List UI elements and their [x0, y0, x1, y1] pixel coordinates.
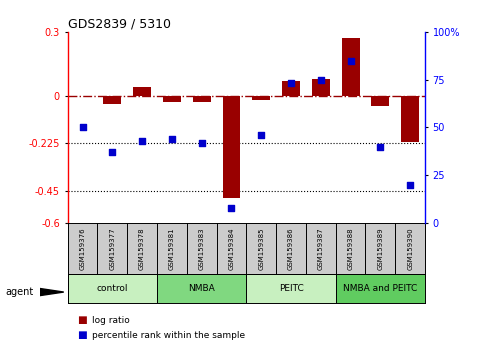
Text: GSM159389: GSM159389 — [377, 227, 384, 270]
Text: log ratio: log ratio — [92, 316, 129, 325]
Bar — [68, 274, 157, 303]
Text: GSM159390: GSM159390 — [407, 227, 413, 270]
Text: control: control — [97, 284, 128, 293]
Text: percentile rank within the sample: percentile rank within the sample — [92, 331, 245, 340]
Text: GSM159388: GSM159388 — [348, 227, 354, 270]
Bar — [252, 96, 270, 100]
Bar — [223, 96, 241, 198]
Point — [138, 138, 146, 144]
Bar — [336, 274, 425, 303]
Bar — [371, 96, 389, 106]
Bar — [246, 274, 336, 303]
Bar — [133, 87, 151, 96]
Point — [198, 140, 206, 145]
Point — [347, 58, 355, 63]
Point — [287, 81, 295, 86]
Text: GSM159384: GSM159384 — [228, 227, 234, 270]
Bar — [157, 274, 246, 303]
Bar — [401, 96, 419, 142]
Bar — [193, 96, 211, 102]
Text: GSM159383: GSM159383 — [199, 227, 205, 270]
Bar — [282, 81, 300, 96]
Point — [257, 132, 265, 138]
Text: GSM159385: GSM159385 — [258, 227, 264, 270]
Text: GSM159381: GSM159381 — [169, 227, 175, 270]
Text: GSM159377: GSM159377 — [109, 227, 115, 270]
Text: ■: ■ — [77, 330, 87, 340]
Bar — [163, 96, 181, 102]
Point — [227, 205, 235, 211]
Point — [317, 77, 325, 82]
Text: GSM159387: GSM159387 — [318, 227, 324, 270]
Text: NMBA and PEITC: NMBA and PEITC — [343, 284, 417, 293]
Text: GSM159386: GSM159386 — [288, 227, 294, 270]
Polygon shape — [40, 289, 64, 296]
Text: GSM159378: GSM159378 — [139, 227, 145, 270]
Text: PEITC: PEITC — [279, 284, 303, 293]
Point — [406, 182, 414, 188]
Point — [109, 149, 116, 155]
Text: ■: ■ — [77, 315, 87, 325]
Bar — [103, 96, 121, 104]
Text: GDS2839 / 5310: GDS2839 / 5310 — [68, 18, 170, 31]
Text: agent: agent — [6, 287, 34, 297]
Bar — [341, 38, 359, 96]
Point — [168, 136, 176, 142]
Point — [79, 125, 86, 130]
Bar — [312, 79, 330, 96]
Text: GSM159376: GSM159376 — [80, 227, 85, 270]
Text: NMBA: NMBA — [188, 284, 215, 293]
Point — [377, 144, 384, 149]
